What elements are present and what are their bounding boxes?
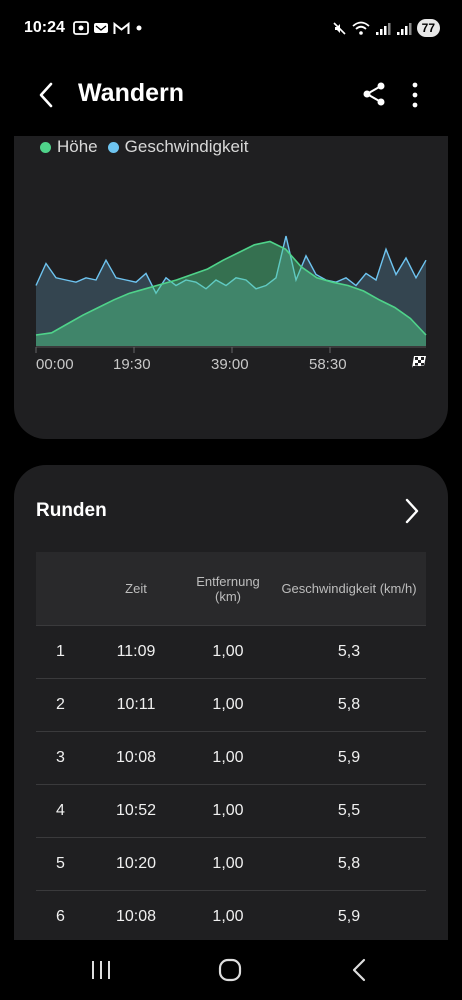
recents-icon[interactable] xyxy=(88,958,114,982)
share-icon[interactable] xyxy=(360,80,388,108)
laps-table: Zeit Entfernung (km) Geschwindigkeit (km… xyxy=(36,552,426,940)
cell-geschwindigkeit: 5,5 xyxy=(337,802,361,819)
elevation-series-line xyxy=(35,240,427,336)
cell-index: 3 xyxy=(56,749,65,766)
table-row: 6 10:08 1,00 5,9 xyxy=(36,891,426,940)
cell-geschwindigkeit: 5,8 xyxy=(337,696,361,713)
cell-entfernung: 1,00 xyxy=(212,696,244,713)
cell-geschwindigkeit: 5,9 xyxy=(337,908,361,925)
x-tick-label: 00:00 xyxy=(36,356,74,373)
chart-card: 00:00 19:30 39:00 58:30 Höhe Geschwindigkei… xyxy=(14,136,448,439)
wifi-icon xyxy=(352,21,370,35)
cell-entfernung: 1,00 xyxy=(212,749,244,766)
chevron-left-icon[interactable] xyxy=(32,80,62,110)
cell-zeit: 10:08 xyxy=(115,749,157,766)
mute-icon xyxy=(333,21,346,35)
notification-icon xyxy=(93,23,108,33)
header-entfernung: Entfernung (km) xyxy=(196,573,260,604)
home-icon[interactable] xyxy=(217,958,243,982)
more-vertical-icon[interactable] xyxy=(404,80,426,110)
gmail-icon xyxy=(113,21,130,34)
legend-item-geschwindigkeit: Geschwindigkeit xyxy=(107,137,249,157)
finish-flag-icon xyxy=(412,356,426,368)
legend-dot xyxy=(40,141,51,153)
cell-zeit: 11:09 xyxy=(116,643,156,660)
laps-title: Runden xyxy=(36,500,107,521)
speed-series-line xyxy=(35,235,427,295)
cell-index: 2 xyxy=(56,696,65,713)
cell-zeit: 10:20 xyxy=(115,855,157,872)
navigation-bar xyxy=(0,940,462,1000)
table-header: Zeit Entfernung (km) Geschwindigkeit (km… xyxy=(36,552,426,626)
status-time: 10:24 xyxy=(24,19,65,36)
x-tick-label: 39:00 xyxy=(211,356,249,373)
table-row: 5 10:20 1,00 5,8 xyxy=(36,838,426,891)
app-bar: Wandern xyxy=(0,62,462,128)
header-geschwindigkeit: Geschwindigkeit (km/h) xyxy=(281,581,417,596)
cell-index: 6 xyxy=(56,908,65,925)
laps-card: Runden Zeit Entfernung (km) Geschwindigk… xyxy=(14,465,448,940)
legend-label: Höhe xyxy=(57,137,98,156)
table-row: 3 10:08 1,00 5,9 xyxy=(36,732,426,785)
legend-dot xyxy=(107,141,119,153)
chevron-right-icon[interactable] xyxy=(402,497,422,525)
cell-index: 4 xyxy=(56,802,65,819)
screenshot-icon xyxy=(73,21,89,35)
x-tick-label: 58:30 xyxy=(309,356,347,373)
battery-indicator: 77 xyxy=(416,19,440,37)
cell-zeit: 10:52 xyxy=(115,802,157,819)
cell-index: 5 xyxy=(56,855,65,872)
signal-icon xyxy=(396,22,412,35)
legend-label: Geschwindigkeit xyxy=(124,137,249,156)
cell-geschwindigkeit: 5,3 xyxy=(337,643,361,660)
table-row: 1 11:09 1,00 5,3 xyxy=(36,626,426,679)
cell-entfernung: 1,00 xyxy=(212,643,244,660)
speed-series-area xyxy=(36,236,426,346)
cell-entfernung: 1,00 xyxy=(212,855,244,872)
x-tick-label: 19:30 xyxy=(113,356,151,373)
cell-geschwindigkeit: 5,8 xyxy=(337,855,361,872)
table-row: 2 10:11 1,00 5,8 xyxy=(36,679,426,732)
chart-legend: Höhe Geschwindigkeit xyxy=(40,136,248,158)
legend-item-hoehe: Höhe xyxy=(40,137,98,157)
status-bar: 10:24 77 xyxy=(0,0,462,56)
cell-entfernung: 1,00 xyxy=(212,908,244,925)
cell-zeit: 10:11 xyxy=(116,696,156,713)
elevation-speed-chart: 00:00 19:30 39:00 58:30 xyxy=(35,235,427,373)
page-title: Wandern xyxy=(78,79,185,107)
elevation-series-area xyxy=(36,241,426,346)
cell-geschwindigkeit: 5,9 xyxy=(337,749,361,766)
cell-zeit: 10:08 xyxy=(115,908,157,925)
table-row: 4 10:52 1,00 5,5 xyxy=(36,785,426,838)
header-zeit: Zeit xyxy=(125,581,147,596)
cell-entfernung: 1,00 xyxy=(212,802,244,819)
dot-icon xyxy=(136,25,142,31)
nav-back-icon[interactable] xyxy=(347,958,373,982)
signal-icon xyxy=(375,22,391,35)
cell-index: 1 xyxy=(56,643,65,660)
